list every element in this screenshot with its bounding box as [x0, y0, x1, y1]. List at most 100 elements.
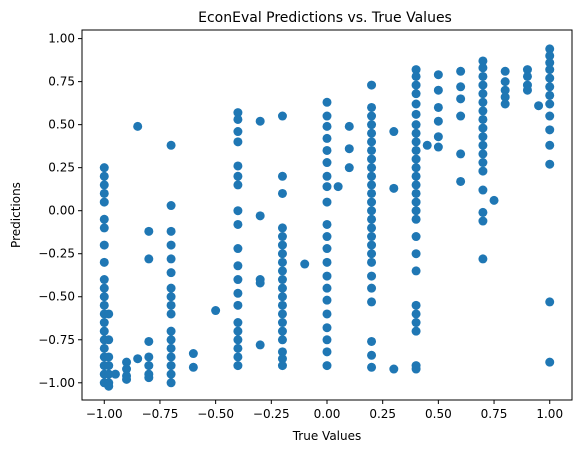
data-point	[456, 176, 466, 186]
data-point	[411, 300, 421, 310]
data-point	[166, 352, 176, 362]
y-tick-label: 1.00	[48, 32, 75, 46]
data-point	[367, 362, 377, 372]
data-point	[411, 163, 421, 173]
data-point	[322, 283, 332, 293]
x-tick-label: 1.00	[536, 407, 563, 421]
data-point	[322, 121, 332, 131]
data-point	[389, 127, 399, 137]
data-point	[166, 292, 176, 302]
data-point	[99, 257, 109, 267]
data-point	[211, 306, 221, 316]
data-point	[166, 240, 176, 250]
data-point	[133, 354, 143, 364]
data-point	[233, 352, 243, 362]
data-point	[99, 171, 109, 181]
data-point	[277, 354, 287, 364]
y-tick-label: 0.25	[48, 161, 75, 175]
x-tick-label: −0.75	[142, 407, 179, 421]
data-point	[104, 309, 114, 319]
data-point	[545, 58, 555, 68]
data-point	[367, 80, 377, 90]
data-point	[99, 214, 109, 224]
data-point	[166, 378, 176, 388]
data-point	[277, 318, 287, 328]
data-point	[389, 183, 399, 193]
data-point	[322, 133, 332, 143]
data-point	[367, 163, 377, 173]
data-point	[255, 278, 265, 288]
data-point	[300, 259, 310, 269]
data-point	[233, 275, 243, 285]
data-point	[333, 182, 343, 192]
data-point	[122, 374, 132, 384]
data-point	[411, 120, 421, 130]
data-point	[277, 275, 287, 285]
data-point	[411, 180, 421, 190]
data-point	[456, 111, 466, 121]
data-point	[104, 335, 114, 345]
data-point	[456, 82, 466, 92]
y-tick-label: 0.00	[48, 204, 75, 218]
data-point	[411, 206, 421, 216]
data-point	[411, 249, 421, 259]
data-point	[411, 89, 421, 99]
data-point	[411, 326, 421, 336]
data-point	[411, 145, 421, 155]
data-point	[166, 300, 176, 310]
data-point	[322, 244, 332, 254]
data-point	[166, 201, 176, 211]
data-point	[277, 249, 287, 259]
data-point	[545, 125, 555, 135]
data-point	[545, 51, 555, 61]
data-point	[110, 369, 120, 379]
data-point	[322, 158, 332, 168]
y-tick-label: −1.00	[38, 376, 75, 390]
data-point	[233, 171, 243, 181]
data-point	[233, 300, 243, 310]
data-point	[367, 249, 377, 259]
data-point	[545, 159, 555, 169]
data-point	[255, 116, 265, 126]
data-point	[478, 63, 488, 73]
data-point	[545, 82, 555, 92]
data-point	[188, 349, 198, 359]
x-tick-label: 0.25	[369, 407, 396, 421]
data-point	[133, 121, 143, 131]
data-point	[433, 102, 443, 112]
data-point	[233, 127, 243, 137]
data-point	[99, 223, 109, 233]
data-point	[545, 44, 555, 54]
data-point	[99, 318, 109, 328]
data-point	[99, 343, 109, 353]
data-point	[389, 364, 399, 374]
data-point	[411, 109, 421, 119]
data-point	[233, 288, 243, 298]
data-point	[233, 335, 243, 345]
data-point	[277, 188, 287, 198]
data-point	[233, 343, 243, 353]
data-point	[166, 268, 176, 278]
data-point	[277, 300, 287, 310]
data-point	[166, 369, 176, 379]
data-point	[478, 114, 488, 124]
data-point	[322, 295, 332, 305]
data-point	[500, 85, 510, 95]
data-point	[433, 132, 443, 142]
data-point	[478, 185, 488, 195]
x-tick-label: −1.00	[86, 407, 123, 421]
data-point	[478, 166, 488, 176]
data-point	[166, 343, 176, 353]
data-point	[411, 128, 421, 138]
data-point	[277, 240, 287, 250]
data-point	[478, 132, 488, 142]
data-point	[411, 214, 421, 224]
data-point	[367, 223, 377, 233]
points-layer	[99, 44, 555, 391]
data-point	[411, 71, 421, 81]
data-point	[367, 197, 377, 207]
data-point	[166, 226, 176, 236]
data-point	[277, 347, 287, 357]
data-point	[144, 352, 154, 362]
